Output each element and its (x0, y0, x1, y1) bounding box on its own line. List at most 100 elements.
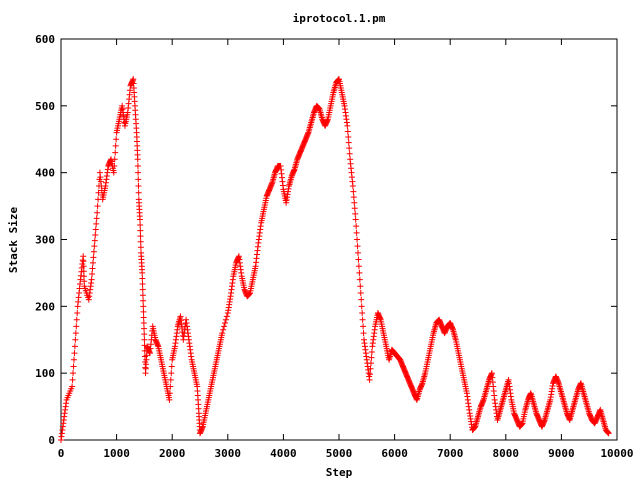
data-point-fill (356, 276, 363, 283)
data-point-fill (111, 162, 118, 169)
data-point-fill (502, 388, 509, 395)
data-point-fill (80, 268, 87, 275)
data-point-fill (221, 323, 228, 330)
data-point-fill (168, 363, 175, 370)
data-point-fill (285, 185, 292, 192)
data-point-fill (113, 136, 120, 143)
data-point-fill (135, 183, 142, 190)
data-point-fill (202, 412, 209, 419)
data-point-fill (530, 398, 537, 405)
data-point-fill (368, 349, 375, 356)
data-point-fill (80, 258, 87, 265)
data-point-fill (344, 128, 351, 135)
chart-title: iprotocol.1.pm (293, 12, 386, 25)
data-point (140, 303, 147, 310)
data-point-fill (72, 330, 79, 337)
x-tick-label: 8000 (493, 447, 520, 460)
y-tick-label: 300 (35, 234, 55, 247)
data-point-fill (368, 354, 375, 361)
data-point-fill (134, 151, 141, 158)
data-point-fill (227, 296, 234, 303)
y-tick-label: 400 (35, 167, 55, 180)
data-point-fill (353, 223, 360, 230)
data-point-fill (118, 105, 125, 112)
data-point-fill (350, 194, 357, 201)
data-point-fill (154, 342, 161, 349)
data-point-fill (179, 332, 186, 339)
data-point-fill (141, 342, 148, 349)
data-point-fill (585, 408, 592, 415)
data-point-fill (291, 167, 298, 174)
data-point-fill (222, 320, 229, 327)
data-point-fill (605, 429, 612, 436)
data-point-fill (351, 199, 358, 206)
y-tick-label: 500 (35, 100, 55, 113)
data-point-fill (73, 316, 80, 323)
data-point-fill (141, 325, 148, 332)
data-point-fill (174, 326, 181, 333)
data-point-fill (346, 145, 353, 152)
data-point-fill (346, 150, 353, 157)
data-point-fill (72, 336, 79, 343)
data-point (71, 343, 78, 350)
data-point-fill (199, 424, 206, 431)
data-point-fill (80, 263, 87, 270)
data-point-fill (90, 254, 97, 261)
data-point-fill (136, 213, 143, 220)
data-point-fill (93, 215, 100, 222)
data-point-fill (220, 326, 227, 333)
data-point-fill (70, 356, 77, 363)
data-point-fill (190, 367, 197, 374)
data-point-fill (80, 273, 87, 280)
data-point-fill (124, 111, 131, 118)
data-point-fill (327, 105, 334, 112)
data-point-fill (354, 236, 361, 243)
data-point-fill (574, 388, 581, 395)
data-point-fill (455, 347, 462, 354)
data-point-fill (474, 415, 481, 422)
data-point (355, 256, 362, 263)
data-point-fill (140, 320, 147, 327)
data-point-fill (544, 408, 551, 415)
data-point-fill (582, 398, 589, 405)
data-point-fill (89, 265, 96, 272)
data-point-fill (207, 385, 214, 392)
data-point-fill (359, 316, 366, 323)
data-point-fill (168, 370, 175, 377)
data-point-fill (92, 226, 99, 233)
data-point-fill (421, 371, 428, 378)
data-point-fill (195, 405, 202, 412)
data-point-fill (477, 405, 484, 412)
data-point-fill (356, 269, 363, 276)
data-point-fill (279, 182, 286, 189)
data-point-fill (524, 398, 531, 405)
y-tick-label: 600 (35, 33, 55, 46)
data-point-fill (351, 205, 358, 212)
data-point-fill (137, 227, 144, 234)
data-point-fill (357, 283, 364, 290)
data-point-fill (329, 91, 336, 98)
y-tick-label: 0 (48, 434, 55, 447)
data-point-fill (557, 388, 564, 395)
data-point-fill (463, 387, 470, 394)
x-tick-label: 10000 (600, 447, 633, 460)
data-point-fill (89, 271, 96, 278)
data-point-fill (367, 360, 374, 367)
data-point-fill (210, 372, 217, 379)
data-point-fill (104, 166, 111, 173)
data-point-fill (131, 98, 138, 105)
data-point-fill (318, 114, 325, 121)
data-point-fill (215, 345, 222, 352)
data-point-fill (71, 350, 78, 357)
y-tick-label: 100 (35, 367, 55, 380)
data-point-fill (271, 171, 278, 178)
data-point-fill (418, 381, 425, 388)
data-point-fill (560, 398, 567, 405)
data-point-fill (349, 178, 356, 185)
data-point-fill (188, 353, 195, 360)
data-point-fill (341, 100, 348, 107)
data-point-fill (140, 308, 147, 315)
data-point-fill (76, 281, 83, 288)
data-point-fill (85, 294, 92, 301)
data-point-fill (185, 333, 192, 340)
